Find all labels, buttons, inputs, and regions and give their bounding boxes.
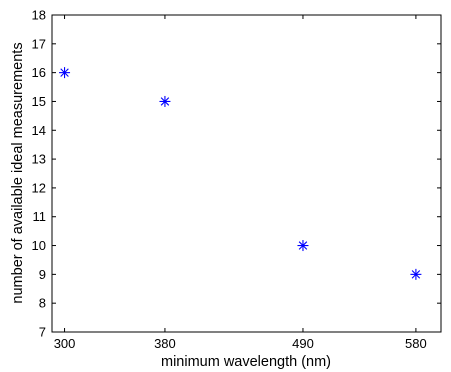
data-point-asterisk [297,240,309,252]
x-tick-label: 300 [54,336,76,351]
x-axis-ticks: 300 380 490 580 [54,15,427,351]
data-point-asterisk [59,67,71,79]
y-tick-label: 16 [32,65,46,80]
y-tick-label: 9 [39,267,46,282]
x-tick-label: 490 [292,336,314,351]
y-axis-label: number of available ideal measurements [10,42,26,303]
y-axis-ticks: 7 8 9 10 11 12 13 14 15 16 17 18 [32,8,441,340]
data-point-asterisk [159,95,171,107]
data-point-asterisk [410,268,422,280]
plot-area [51,14,442,333]
y-tick-label: 8 [39,296,46,311]
x-axis-label: minimum wavelength (nm) [161,354,331,370]
x-tick-label: 380 [154,336,176,351]
data-points [59,67,422,280]
y-tick-label: 11 [33,209,47,224]
y-tick-label: 10 [32,238,46,253]
y-tick-label: 18 [32,8,46,23]
y-tick-label: 12 [32,180,46,195]
x-tick-label: 580 [405,336,427,351]
y-tick-label: 7 [39,325,46,340]
y-tick-label: 15 [32,94,46,109]
y-tick-label: 14 [32,123,46,138]
y-tick-label: 13 [32,152,46,167]
y-tick-label: 17 [32,36,46,51]
